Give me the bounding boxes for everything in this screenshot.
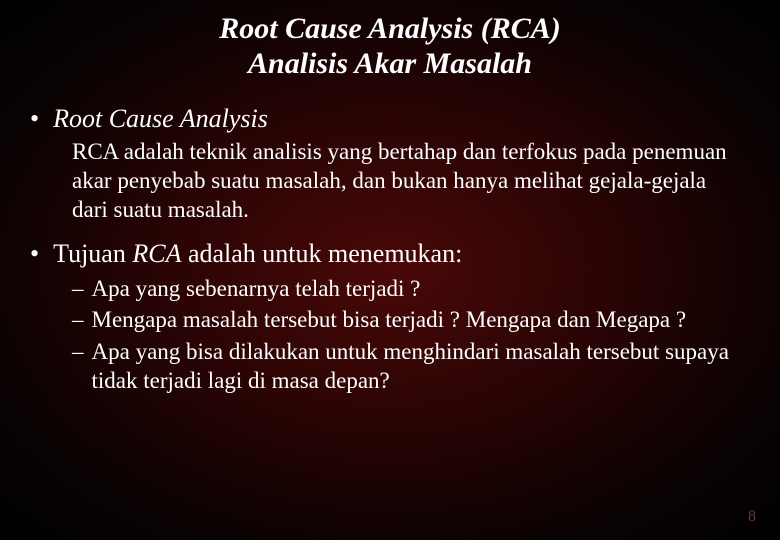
dash-text: Mengapa masalah tersebut bisa terjadi ? …	[92, 305, 753, 334]
bullet-2-prefix: Tujuan	[53, 239, 132, 268]
dash-icon: –	[72, 305, 84, 334]
dash-list: – Apa yang sebenarnya telah terjadi ? – …	[28, 274, 752, 396]
dash-text: Apa yang bisa dilakukan untuk menghindar…	[92, 337, 753, 396]
slide-container: Root Cause Analysis (RCA) Analisis Akar …	[0, 0, 780, 395]
bullet-dot-icon: •	[30, 238, 39, 269]
bullet-item-2: • Tujuan RCA adalah untuk menemukan:	[28, 238, 752, 269]
slide-title: Root Cause Analysis (RCA) Analisis Akar …	[28, 12, 752, 81]
dash-text: Apa yang sebenarnya telah terjadi ?	[92, 274, 753, 303]
title-line-1: Root Cause Analysis (RCA)	[219, 12, 560, 45]
bullet-2-text: Tujuan RCA adalah untuk menemukan:	[53, 238, 462, 269]
page-number: 8	[748, 508, 756, 526]
bullet-dot-icon: •	[30, 103, 39, 134]
title-line-2: Analisis Akar Masalah	[248, 47, 532, 80]
bullet-1-paragraph: RCA adalah teknik analisis yang bertahap…	[28, 138, 752, 224]
bullet-2-suffix: adalah untuk menemukan:	[181, 239, 462, 268]
dash-icon: –	[72, 337, 84, 366]
dash-item: – Apa yang bisa dilakukan untuk menghind…	[72, 337, 752, 396]
dash-icon: –	[72, 274, 84, 303]
dash-item: – Mengapa masalah tersebut bisa terjadi …	[72, 305, 752, 334]
bullet-item-1: • Root Cause Analysis	[28, 103, 752, 134]
bullet-1-text: Root Cause Analysis	[53, 103, 268, 134]
bullet-2-italic: RCA	[132, 239, 181, 268]
dash-item: – Apa yang sebenarnya telah terjadi ?	[72, 274, 752, 303]
